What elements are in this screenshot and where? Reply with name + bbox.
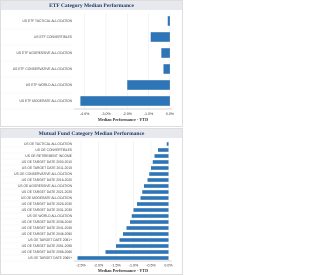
bar <box>133 208 169 212</box>
bar <box>137 202 169 206</box>
bar <box>147 178 169 182</box>
bar <box>144 184 169 188</box>
y-tick-label: US OE RETIREMENT INCOME <box>25 154 72 158</box>
bar <box>142 190 169 194</box>
x-tick-label: 0.0% <box>166 112 175 116</box>
bar <box>140 196 169 200</box>
y-tick-label: US OE TARGET DATE 2011-2015 <box>22 166 72 170</box>
y-tick-label: US OE TARGET DATE 2031-2035 <box>22 208 72 212</box>
y-tick-label: US OE TARGET DATE 2051-2055 <box>22 244 72 248</box>
y-tick-label: US OE AGGRESSIVE ALLOCATION <box>18 184 73 188</box>
x-tick-label: -2.5% <box>76 263 86 267</box>
y-tick-label: US OE TARGET DATE 2056-2060 <box>22 250 72 254</box>
bar <box>130 220 169 224</box>
chart: ETF Category Median Performance -4.0% -3.0… <box>0 0 183 275</box>
y-tick-label: US OE TARGET DATE 2051+ <box>28 238 72 242</box>
bar <box>152 160 169 164</box>
x-tick-label: -1.0% <box>144 112 154 116</box>
y-tick-label: US ETF CONSERVATIVE ALLOCATION <box>13 67 73 71</box>
chart-title: Mutual Fund Category Median Performance <box>39 131 145 137</box>
bar <box>158 148 169 152</box>
bar <box>131 214 169 218</box>
bar <box>149 172 169 176</box>
x-tick-label: -2.0% <box>123 112 133 116</box>
y-tick-label: US ETF WORLD ALLOCATION <box>26 83 73 87</box>
y-tick-label: US OE TARGET DATE 2026-2030 <box>22 202 72 206</box>
y-tick-label: US OE CONSERVATIVE ALLOCATION <box>14 172 72 176</box>
y-tick-label: US OE TARGET DATE 2036-2040 <box>22 220 72 224</box>
bar <box>161 48 170 58</box>
y-tick-label: US OE MODERATE ALLOCATION <box>21 196 73 200</box>
bar <box>80 96 170 106</box>
x-tick-label: -3.0% <box>101 112 111 116</box>
chart-title: ETF Category Median Performance <box>49 3 134 9</box>
bar <box>123 232 169 236</box>
y-tick-label: US OE TARGET DATE 2046-2050 <box>22 232 72 236</box>
bar <box>77 256 169 260</box>
bar <box>116 244 169 248</box>
bar <box>151 166 169 170</box>
bar <box>119 238 169 242</box>
x-tick-label: -0.5% <box>146 263 156 267</box>
y-tick-label: US OE TACTICAL ALLOCATION <box>24 142 73 146</box>
y-tick-label: US OE TARGET DATE 2021-2025 <box>22 190 72 194</box>
panel-frame <box>0 0 183 127</box>
bar <box>105 250 169 254</box>
x-tick-label: 0.0% <box>164 263 173 267</box>
y-tick-label: US ETF AGGRESSIVE ALLOCATION <box>17 51 73 55</box>
y-tick-label: US ETF CONVERTIBLES <box>34 35 73 39</box>
y-tick-label: US OE TARGET DATE 2060+ <box>28 256 72 260</box>
title-bar <box>1 129 182 138</box>
bar <box>167 16 170 26</box>
x-tick-label: -1.0% <box>129 263 139 267</box>
bar <box>163 64 170 74</box>
y-tick-label: US OE WORLD ALLOCATION <box>27 214 72 218</box>
y-tick-label: US OE CONVERTIBLES <box>35 148 72 152</box>
x-tick-label: -1.5% <box>111 263 121 267</box>
y-tick-label: US ETF MODERATE ALLOCATION <box>20 99 73 103</box>
y-tick-label: US ETF TACTICAL ALLOCATION <box>22 19 72 23</box>
x-tick-label: -4.0% <box>80 112 90 116</box>
title-bar <box>1 1 182 10</box>
x-axis-label: Median Performance - YTD <box>98 117 148 122</box>
bar <box>166 142 169 146</box>
bar <box>150 32 170 42</box>
x-axis-label: Median Performance - YTD <box>98 268 148 273</box>
bar <box>127 80 170 90</box>
y-tick-label: US OE TARGET DATE 2000-2010 <box>22 160 72 164</box>
y-tick-label: US OE TARGET DATE 2041-2045 <box>22 226 72 230</box>
x-tick-label: -2.0% <box>94 263 104 267</box>
bar <box>154 154 169 158</box>
bar <box>126 226 169 230</box>
y-tick-label: US OE TARGET DATE 2016-2020 <box>22 178 72 182</box>
